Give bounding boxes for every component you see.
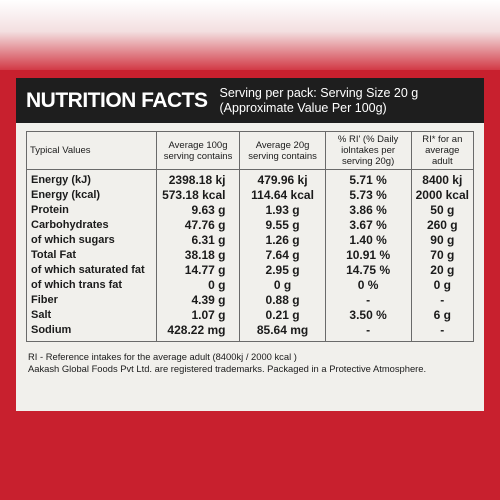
footnote: RI - Reference intakes for the average a… — [28, 351, 474, 375]
ri-adult-value: - — [410, 293, 475, 308]
ri-adult-value: - — [410, 323, 475, 342]
table-row: Fiber 4.39 g 0.88 g - - — [26, 293, 475, 308]
ri-adult-value: 90 g — [410, 233, 475, 248]
ri-percent-value: 1.40 % — [324, 233, 412, 248]
per-100g-value: 47.76 g — [155, 218, 241, 233]
nutrient-name: of which saturated fat — [26, 263, 157, 278]
per-20g-value: 1.93 g — [239, 203, 326, 218]
column-header: Average 20g serving contains — [239, 131, 326, 170]
column-header: RI* for an average adult — [410, 131, 475, 170]
table-row: Carbohydrates 47.76 g 9.55 g 3.67 % 260 … — [26, 218, 475, 233]
table-row: of which sugars 6.31 g 1.26 g 1.40 % 90 … — [26, 233, 475, 248]
column-header: Average 100g serving contains — [155, 131, 241, 170]
per-20g-value: 2.95 g — [239, 263, 326, 278]
per-20g-value: 479.96 kj — [239, 169, 326, 188]
per-100g-value: 428.22 mg — [155, 323, 241, 342]
per-100g-value: 1.07 g — [155, 308, 241, 323]
nutrient-name: of which sugars — [26, 233, 157, 248]
column-header: % RI' (% Daily iolntakes per serving 20g… — [324, 131, 412, 170]
per-100g-value: 38.18 g — [155, 248, 241, 263]
nutrient-name: of which trans fat — [26, 278, 157, 293]
nutrient-name: Energy (kJ) — [26, 169, 157, 188]
ri-adult-value: 8400 kj — [410, 169, 475, 188]
reference-intake-note: RI - Reference intakes for the average a… — [28, 351, 297, 362]
nutrient-name: Fiber — [26, 293, 157, 308]
per-100g-value: 573.18 kcal — [155, 188, 241, 203]
per-100g-value: 2398.18 kj — [155, 169, 241, 188]
ri-percent-value: 5.73 % — [324, 188, 412, 203]
table-row: of which trans fat 0 g 0 g 0 % 0 g — [26, 278, 475, 293]
table-row: Protein 9.63 g 1.93 g 3.86 % 50 g — [26, 203, 475, 218]
table-row: Energy (kcal) 573.18 kcal 114.64 kcal 5.… — [26, 188, 475, 203]
per-100g-value: 6.31 g — [155, 233, 241, 248]
ri-adult-value: 50 g — [410, 203, 475, 218]
nutrition-panel: NUTRITION FACTS Serving per pack: Servin… — [16, 78, 484, 411]
ri-adult-value: 260 g — [410, 218, 475, 233]
ri-percent-value: 0 % — [324, 278, 412, 293]
table-row: Energy (kJ) 2398.18 kj 479.96 kj 5.71 % … — [26, 169, 475, 188]
per-20g-value: 0 g — [239, 278, 326, 293]
package-top-edge — [0, 0, 500, 70]
per-20g-value: 0.21 g — [239, 308, 326, 323]
ri-percent-value: 5.71 % — [324, 169, 412, 188]
per-100g-value: 9.63 g — [155, 203, 241, 218]
nutrient-name: Sodium — [26, 323, 157, 342]
nutrient-name: Energy (kcal) — [26, 188, 157, 203]
per-100g-value: 14.77 g — [155, 263, 241, 278]
per-100g-value: 4.39 g — [155, 293, 241, 308]
ri-adult-value: 20 g — [410, 263, 475, 278]
ri-percent-value: 14.75 % — [324, 263, 412, 278]
nutrient-name: Salt — [26, 308, 157, 323]
ri-percent-value: 10.91 % — [324, 248, 412, 263]
nutrient-name: Protein — [26, 203, 157, 218]
ri-adult-value: 70 g — [410, 248, 475, 263]
table-header-row: Typical Values Average 100g serving cont… — [26, 131, 475, 170]
ri-adult-value: 6 g — [410, 308, 475, 323]
trademark-note: Aakash Global Foods Pvt Ltd. are registe… — [28, 363, 427, 374]
nutrient-name: Total Fat — [26, 248, 157, 263]
ri-percent-value: 3.86 % — [324, 203, 412, 218]
approximate-value-text: (Approximate Value Per 100g) — [219, 100, 387, 115]
nutrition-title: NUTRITION FACTS — [26, 88, 208, 112]
per-20g-value: 85.64 mg — [239, 323, 326, 342]
per-20g-value: 1.26 g — [239, 233, 326, 248]
per-20g-value: 0.88 g — [239, 293, 326, 308]
ri-adult-value: 2000 kcal — [410, 188, 475, 203]
table-row: Salt 1.07 g 0.21 g 3.50 % 6 g — [26, 308, 475, 323]
table-row: of which saturated fat 14.77 g 2.95 g 14… — [26, 263, 475, 278]
serving-info: Serving per pack: Serving Size 20 g (App… — [220, 86, 419, 116]
ri-adult-value: 0 g — [410, 278, 475, 293]
per-100g-value: 0 g — [155, 278, 241, 293]
column-header: Typical Values — [26, 131, 157, 170]
table-row: Sodium 428.22 mg 85.64 mg - - — [26, 323, 475, 342]
per-20g-value: 7.64 g — [239, 248, 326, 263]
per-20g-value: 9.55 g — [239, 218, 326, 233]
ri-percent-value: 3.67 % — [324, 218, 412, 233]
ri-percent-value: 3.50 % — [324, 308, 412, 323]
serving-size-text: Serving per pack: Serving Size 20 g — [219, 85, 419, 100]
ri-percent-value: - — [324, 323, 412, 342]
nutrient-name: Carbohydrates — [26, 218, 157, 233]
per-20g-value: 114.64 kcal — [239, 188, 326, 203]
nutrition-table: Typical Values Average 100g serving cont… — [26, 131, 475, 342]
ri-percent-value: - — [324, 293, 412, 308]
nutrition-header: NUTRITION FACTS Serving per pack: Servin… — [16, 78, 484, 123]
table-row: Total Fat 38.18 g 7.64 g 10.91 % 70 g — [26, 248, 475, 263]
